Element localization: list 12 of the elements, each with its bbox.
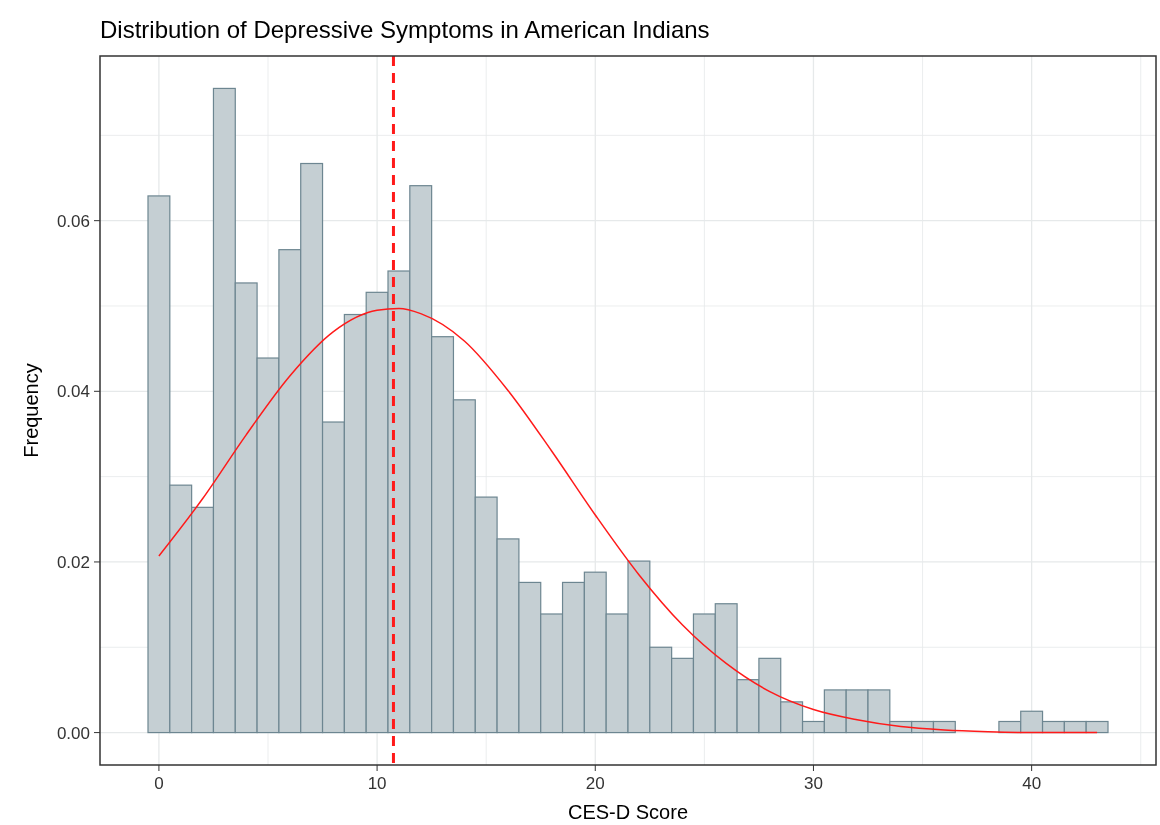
x-tick-label: 30 <box>803 774 823 793</box>
y-tick-label: 0.00 <box>56 723 90 743</box>
y-tick-label: 0.06 <box>56 211 90 231</box>
y-tick-label: 0.02 <box>56 552 90 572</box>
y-axis-title: Frequency <box>20 363 42 458</box>
y-tick-label: 0.04 <box>56 382 90 402</box>
x-axis-title: CES-D Score <box>567 801 689 823</box>
x-tick-label: 10 <box>367 774 387 793</box>
x-tick-label: 0 <box>154 774 164 793</box>
chart-title: Distribution of Depressive Symptoms in American Indians <box>100 16 710 43</box>
x-tick-label: 40 <box>1022 774 1042 793</box>
x-tick-label: 20 <box>585 774 605 793</box>
